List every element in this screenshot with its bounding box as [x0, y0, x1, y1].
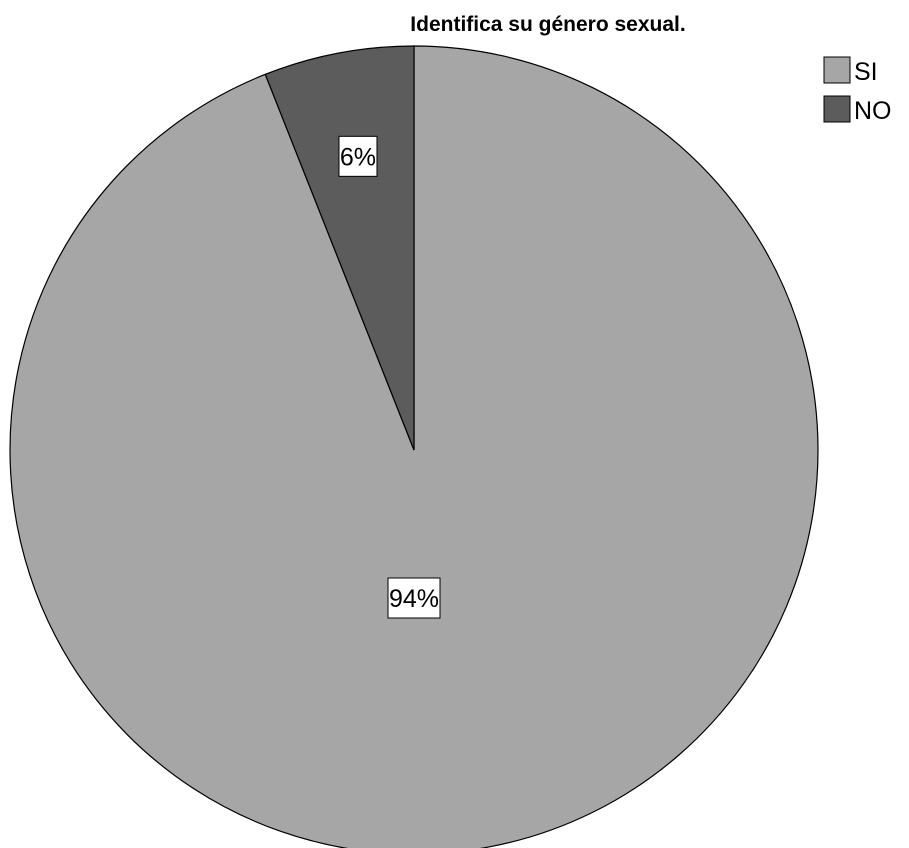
data-label-text-no: 6%	[340, 143, 376, 171]
data-label-text-si: 94%	[389, 585, 439, 613]
pie-data-labels: 94% 6%	[338, 135, 441, 619]
data-label-box-si	[387, 577, 441, 619]
data-label-si: 94%	[387, 577, 441, 619]
legend-label-no: NO	[854, 97, 892, 125]
chart-legend: SI NO	[823, 56, 892, 125]
data-label-box-no	[338, 135, 378, 177]
legend-swatch-no	[823, 95, 851, 123]
legend-swatch-si	[823, 56, 851, 84]
chart-title: Identifica su género sexual.	[410, 13, 685, 36]
legend-label-si: SI	[854, 58, 878, 86]
pie-slices	[9, 45, 819, 848]
data-label-no: 6%	[338, 135, 378, 177]
